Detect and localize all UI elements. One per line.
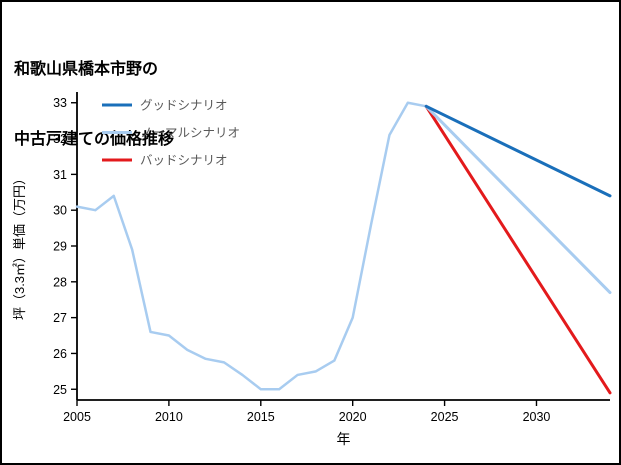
y-tick-label: 32: [53, 132, 67, 146]
y-tick-label: 33: [53, 96, 67, 110]
chart-title: 和歌山県橋本市野の 中古戸建ての価格推移: [14, 12, 174, 198]
legend-label-good-scenario: グッドシナリオ: [140, 99, 228, 113]
y-tick-label: 26: [53, 347, 67, 361]
normal-scenario-line: [424, 104, 612, 295]
x-axis-label: 年: [337, 431, 351, 447]
good-scenario-line: [424, 104, 612, 198]
chart-title-line2: 中古戸建ての価格推移: [14, 130, 175, 148]
historical-price-line: [75, 101, 428, 391]
x-tick-label: 2015: [247, 410, 275, 424]
y-axis-label: 坪（3.3㎡）単価（万円）: [12, 172, 27, 320]
x-tick-label: 2005: [63, 410, 91, 424]
x-tick-label: 2025: [431, 410, 459, 424]
x-tick-label: 2020: [339, 410, 367, 424]
y-tick-label: 25: [53, 383, 67, 397]
legend-label-normal-scenario: ノーマルシナリオ: [140, 126, 240, 140]
y-tick-label: 28: [53, 275, 67, 289]
y-tick-label: 30: [53, 204, 67, 218]
chart-title-line1: 和歌山県橋本市野の: [14, 61, 159, 79]
y-tick-label: 31: [53, 168, 67, 182]
x-tick-label: 2030: [523, 410, 551, 424]
x-tick-label: 2010: [155, 410, 183, 424]
legend-label-bad-scenario: バッドシナリオ: [140, 154, 228, 168]
bad-scenario-line: [424, 104, 612, 395]
y-tick-label: 27: [53, 311, 67, 325]
y-tick-label: 29: [53, 240, 67, 254]
